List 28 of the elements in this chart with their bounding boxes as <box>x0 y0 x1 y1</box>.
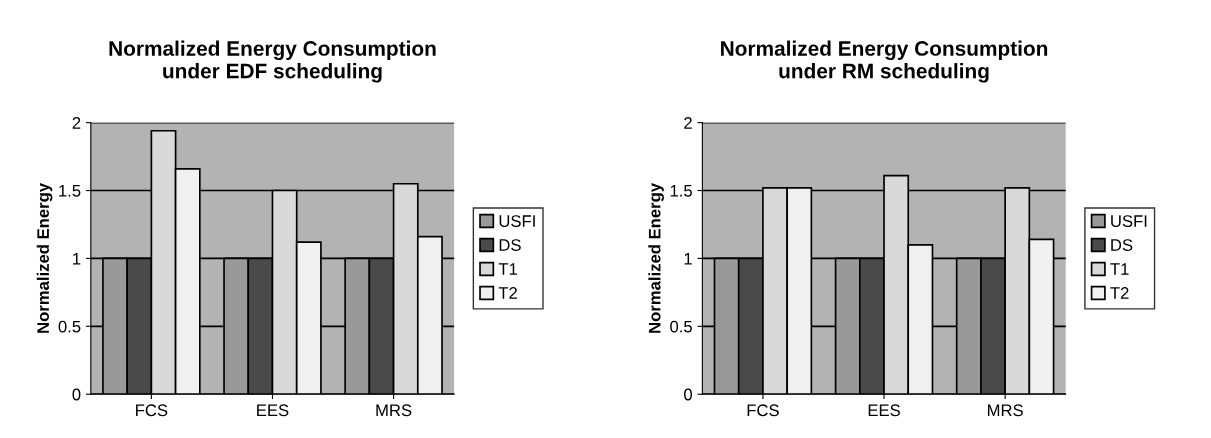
y-tick-label: 1.5 <box>59 185 81 197</box>
legend-label: USFI <box>1111 215 1147 227</box>
x-tick-label: EES <box>257 404 289 417</box>
legend-label: T2 <box>498 287 517 299</box>
x-tick-label: MRS <box>987 404 1023 417</box>
x-tick-label: FCS <box>747 404 779 417</box>
y-tick-label: 1 <box>73 252 81 265</box>
y-tick-label: 1 <box>684 252 692 265</box>
legend-label: T1 <box>498 263 517 275</box>
legend-label: T1 <box>1110 263 1129 275</box>
legend-label: DS <box>499 239 521 251</box>
x-tick-label: MRS <box>376 404 412 417</box>
x-tick-label: FCS <box>136 404 168 417</box>
legend-label: DS <box>1111 239 1133 251</box>
y-axis-title: Normalized Energy <box>36 183 53 333</box>
chart-title: Normalized Energy Consumption under RM scheduling <box>721 40 1048 83</box>
y-tick-label: 0.5 <box>670 320 692 333</box>
x-tick-label: EES <box>868 404 900 417</box>
y-axis-title: Normalized Energy <box>648 183 664 333</box>
legend-label: USFI <box>499 215 535 227</box>
y-tick-label: 0.5 <box>58 320 81 333</box>
y-tick-label: 0 <box>684 388 693 401</box>
y-tick-label: 2 <box>684 117 692 129</box>
y-tick-label: 1.5 <box>670 185 692 197</box>
y-tick-label: 0 <box>72 388 81 401</box>
y-tick-label: 2 <box>72 117 81 129</box>
legend-label: T2 <box>1110 287 1129 299</box>
chart-title: Normalized Energy Consumption under EDF scheduling <box>109 40 436 83</box>
